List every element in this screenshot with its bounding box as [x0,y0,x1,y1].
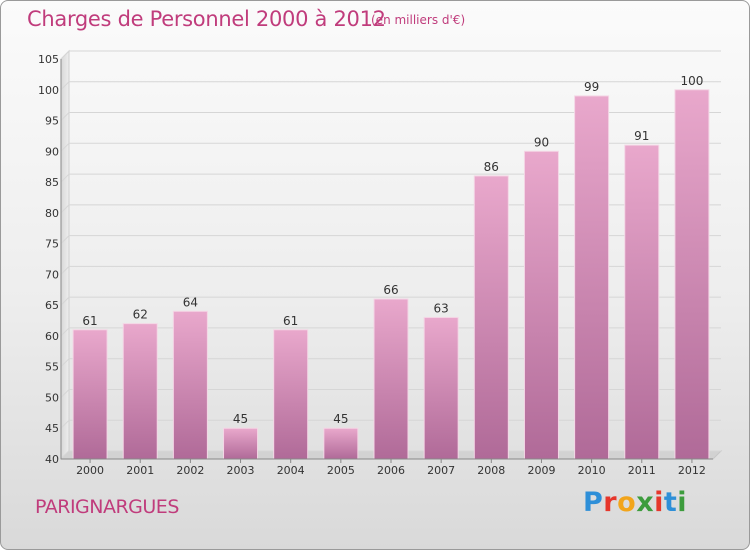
proxiti-logo: Proxiti [583,487,688,518]
bar [223,427,259,460]
data-label: 45 [333,412,348,426]
gridline-depth [60,389,70,398]
y-tick-label: 50 [45,391,59,404]
x-tick-label: 2002 [176,464,204,477]
gridline-depth [60,50,70,60]
data-label: 61 [283,314,298,328]
bar [624,144,660,460]
x-tick-label: 2000 [76,464,104,477]
x-tick-label: 2003 [227,464,255,477]
x-tick-label: 2007 [427,464,455,477]
data-label: 63 [434,301,449,315]
y-tick-label: 100 [38,84,59,97]
data-label: 91 [634,129,649,143]
data-label: 99 [584,80,599,94]
chart-subtitle: (en milliers d'€) [371,13,466,27]
gridline-depth [60,142,70,152]
y-tick-label: 85 [45,176,59,189]
y-tick-label: 95 [45,115,59,128]
y-tick-label: 45 [45,422,59,435]
x-tick-label: 2005 [327,464,355,477]
x-tick-label: 2008 [477,464,505,477]
bar [574,95,610,460]
y-tick-label: 65 [45,299,59,312]
x-tick-label: 2012 [678,464,706,477]
y-tick-label: 75 [45,238,59,251]
bar [423,316,459,460]
y-tick-label: 80 [45,207,59,220]
side-wall [60,49,70,461]
gridline-depth [60,327,70,337]
chart-title: Charges de Personnel 2000 à 2012 [27,7,386,31]
bar [674,89,710,460]
bar [473,175,509,460]
y-tick-label: 105 [38,53,59,66]
data-label: 86 [484,160,499,174]
gridline-depth [60,204,70,214]
y-tick-label: 55 [45,361,59,374]
bar [523,150,559,460]
place-name: PARIGNARGUES [35,496,179,518]
bars: 61 62 64 45 61 45 66 63 86 90 99 91 100 [72,74,710,460]
gridline-depth [60,358,70,368]
gridline-depth [60,450,70,460]
x-tick-label: 2001 [126,464,154,477]
bar [373,298,409,460]
x-tick-label: 2011 [628,464,656,477]
x-tick-label: 2010 [578,464,606,477]
bar [273,329,309,460]
data-label: 100 [680,74,703,88]
bar [72,329,108,460]
gridline-depth [60,266,70,275]
bar [122,323,158,460]
x-tick-label: 2006 [377,464,405,477]
gridline-depth [60,419,70,429]
gridline-depth [60,112,70,121]
gridline-depth [60,296,70,306]
gridline-depth [60,81,70,91]
x-tick-label: 2004 [277,464,305,477]
x-tick-label: 2009 [527,464,555,477]
data-label: 61 [82,314,97,328]
gridline-depth [60,235,70,244]
data-label: 90 [534,135,549,149]
y-tick-label: 40 [45,453,59,466]
data-label: 62 [133,308,148,322]
data-label: 66 [383,283,398,297]
y-tick-label: 60 [45,330,59,343]
gridline-depth [60,173,70,183]
y-tick-label: 70 [45,268,59,281]
bar [172,310,208,460]
bar [323,427,359,460]
axes: 40 45 50 55 60 65 70 75 80 85 90 95 100 105 2000 2001 20… [38,53,713,477]
y-tick-label: 90 [45,145,59,158]
data-label: 45 [233,412,248,426]
data-label: 64 [183,295,198,309]
